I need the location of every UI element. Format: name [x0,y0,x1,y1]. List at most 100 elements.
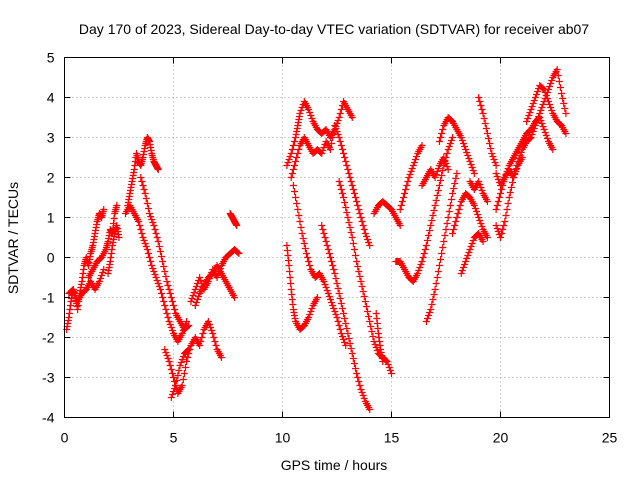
data-point [165,318,173,325]
series-s31 [492,66,570,241]
data-point [166,321,174,328]
data-point [528,131,536,138]
data-point [165,286,173,293]
data-point [286,268,294,275]
data-point [172,382,180,389]
data-point [518,154,526,161]
data-point [461,261,469,268]
data-point [336,138,344,145]
data-point [492,222,500,229]
data-point [542,92,550,99]
data-point [340,194,348,201]
data-point [403,182,411,189]
data-point [153,234,161,241]
series-s23 [422,170,461,325]
data-point [427,306,435,313]
data-point [471,205,479,212]
data-point [464,152,472,159]
data-point [348,350,356,357]
data-point [332,275,340,282]
data-point [388,370,395,377]
data-point [360,293,368,300]
data-point [458,137,466,144]
data-point [396,206,404,213]
data-point [96,275,104,282]
data-point [167,366,175,373]
data-point [442,160,450,167]
data-point [419,254,427,261]
data-point [406,171,414,178]
data-point [177,359,185,366]
data-point [452,218,460,225]
data-point [350,246,358,253]
data-point [306,311,314,318]
data-point [170,388,177,395]
data-point [155,243,163,250]
data-point [286,153,294,160]
data-point [384,361,392,368]
data-point [341,315,349,322]
y-tick-label: 5 [47,50,55,66]
data-point [158,253,166,260]
data-point [168,298,176,305]
data-point [211,338,219,345]
data-point [386,367,394,374]
data-point [540,126,548,133]
data-point [447,196,455,203]
data-point [346,340,354,347]
data-point [321,234,329,241]
x-tick-label: 15 [384,430,400,446]
data-point [208,327,216,334]
data-point [344,166,352,173]
data-point [451,222,459,229]
data-point [536,110,544,117]
data-point [185,322,193,329]
data-point [560,100,568,107]
data-point [163,352,171,359]
data-point [318,150,326,157]
data-point [411,156,419,163]
data-point [478,187,486,194]
data-point [349,186,357,193]
data-point [187,298,195,305]
data-point [450,185,458,192]
data-point [541,129,549,136]
data-point [447,137,455,144]
data-point [429,212,437,219]
data-point [426,309,434,316]
data-point [548,107,556,114]
data-point [335,290,343,297]
data-point [197,277,205,284]
data-point [445,208,453,215]
data-point [446,202,454,209]
data-point [143,246,151,253]
data-point [189,292,197,299]
data-point [433,192,441,199]
data-point [526,135,534,142]
data-point [541,89,549,96]
data-point [504,200,512,207]
data-point [464,252,472,259]
data-point [308,115,316,122]
data-point [493,225,501,232]
data-point [357,214,365,221]
data-point [446,140,454,147]
data-point [562,130,570,137]
data-point [456,202,464,209]
data-point [148,262,156,269]
data-point [342,204,350,211]
data-point [164,314,172,321]
data-point [499,226,507,233]
data-point [546,101,554,108]
data-point [367,323,375,330]
data-point [329,302,337,309]
data-points [63,66,570,413]
data-point [475,178,483,185]
data-point [369,333,377,340]
data-point [420,250,428,257]
data-point [178,382,186,389]
data-point [454,210,462,217]
data-point [437,134,445,141]
data-point [290,162,298,169]
data-point [465,155,473,162]
